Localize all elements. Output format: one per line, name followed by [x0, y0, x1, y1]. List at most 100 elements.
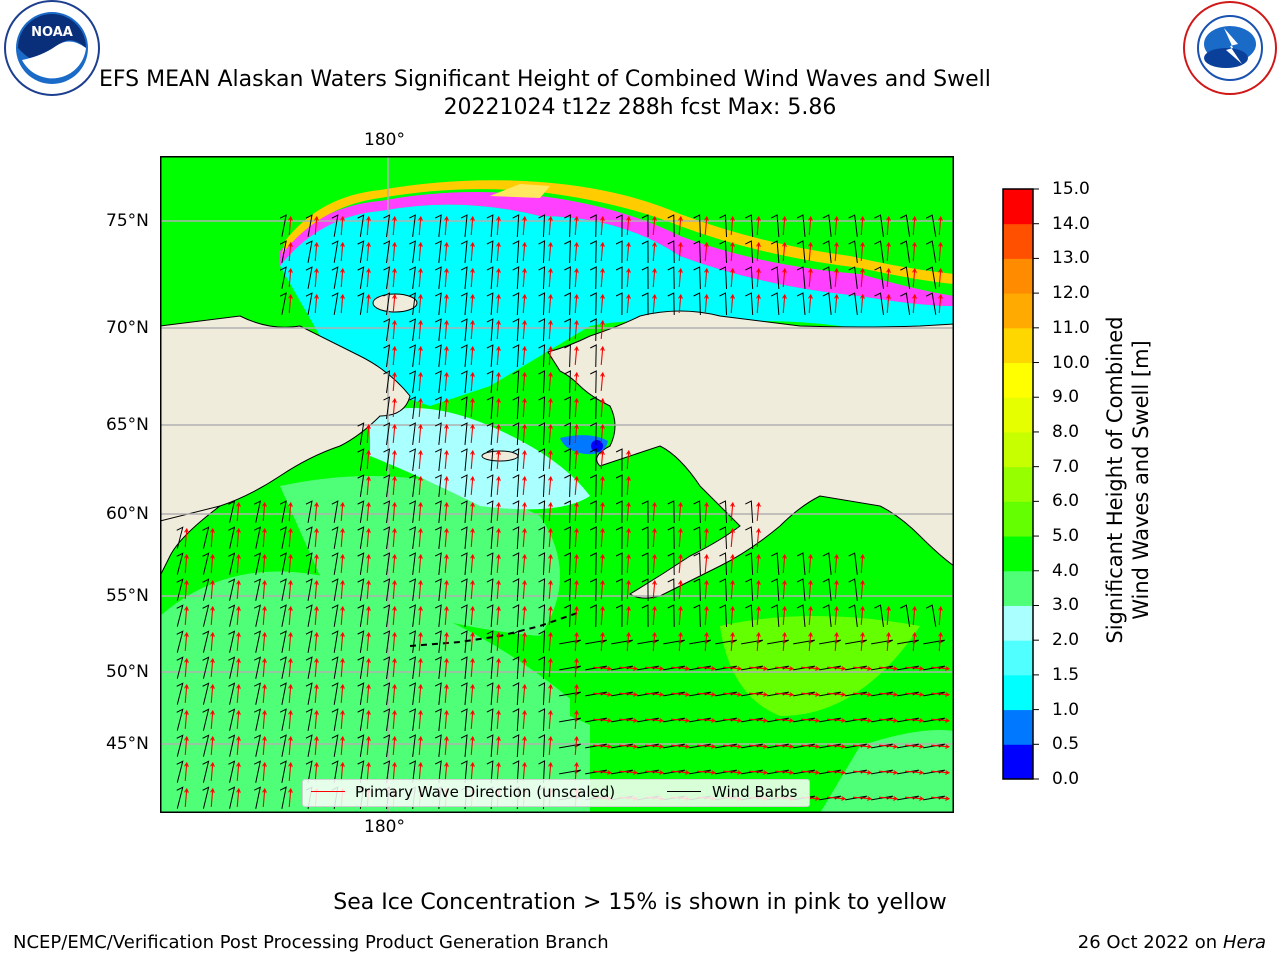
wave-direction-arrow [626, 215, 631, 236]
wave-direction-arrow [860, 605, 865, 626]
wind-barb [564, 266, 571, 290]
nws-logo [1183, 1, 1277, 95]
wind-barb [796, 552, 806, 575]
wind-barb [434, 760, 442, 783]
wave-direction-arrow [210, 527, 215, 548]
wind-barb [409, 734, 416, 757]
colorbar-tick-label: 4.0 [1052, 560, 1080, 581]
wave-direction-arrow [184, 631, 189, 652]
wind-barb [383, 266, 391, 289]
wave-direction-arrow [288, 293, 293, 314]
wave-direction-arrow [288, 267, 293, 288]
wave-direction-arrow [800, 692, 821, 697]
wave-direction-arrow [392, 527, 397, 548]
wind-barb [770, 266, 780, 290]
wind-barb [641, 552, 649, 576]
wind-barb [305, 760, 313, 783]
wave-direction-arrow [722, 692, 743, 697]
wind-barb [434, 474, 442, 497]
wind-barb [564, 240, 571, 264]
wave-direction-arrow [418, 605, 423, 626]
wind-barb [564, 552, 571, 576]
wave-direction-arrow [808, 215, 813, 236]
wave-direction-arrow [418, 423, 423, 444]
wave-direction-arrow [444, 501, 449, 522]
wind-barb [641, 604, 649, 628]
wind-barb [538, 578, 546, 602]
wave-direction-arrow [418, 397, 423, 418]
wave-direction-arrow [826, 666, 847, 671]
legend-wind-swatch [667, 791, 701, 792]
wave-direction-arrow [236, 735, 241, 756]
wind-barb [538, 396, 546, 420]
wave-direction-arrow [834, 293, 839, 314]
wind-barb [512, 526, 520, 550]
wave-direction-arrow [678, 579, 683, 600]
wave-direction-arrow [444, 579, 449, 600]
legend-wave-label: Primary Wave Direction (unscaled) [355, 783, 616, 801]
wind-barb [512, 734, 520, 758]
wave-direction-arrow [730, 527, 735, 548]
wave-direction-arrow [912, 631, 917, 652]
wave-direction-arrow [574, 735, 579, 756]
wave-direction-arrow [314, 709, 319, 730]
wave-direction-arrow [652, 605, 657, 626]
wind-barb [279, 656, 287, 679]
wave-direction-arrow [340, 553, 345, 574]
wind-barb [254, 604, 261, 627]
wind-barb [254, 656, 261, 679]
wave-direction-arrow [704, 501, 709, 522]
wave-direction-arrow [288, 683, 293, 704]
wave-direction-arrow [834, 631, 839, 652]
wave-direction-arrow [600, 631, 605, 652]
wave-direction-arrow [522, 631, 527, 652]
wave-direction-arrow [366, 761, 371, 782]
colorbar-segment [1003, 258, 1033, 294]
wave-direction-arrow [470, 579, 475, 600]
wave-direction-arrow [548, 527, 553, 548]
svg-text:NOAA: NOAA [31, 25, 73, 40]
wave-direction-arrow [904, 796, 925, 801]
wind-barb [615, 604, 623, 628]
wind-barb [228, 734, 236, 757]
wave-direction-arrow [574, 527, 579, 548]
wind-barb [357, 448, 365, 471]
wave-direction-arrow [756, 241, 761, 262]
wave-direction-arrow [236, 631, 241, 652]
wind-barb [228, 578, 236, 601]
wave-direction-arrow [262, 761, 267, 782]
wind-barb [564, 474, 571, 498]
wave-direction-arrow [860, 579, 865, 600]
wind-barb [176, 604, 184, 627]
wind-barb [745, 292, 754, 316]
wind-barb [512, 214, 520, 238]
wind-barb [538, 240, 546, 264]
wind-barb [693, 578, 701, 602]
wind-barb [460, 526, 468, 549]
wave-direction-arrow [366, 605, 371, 626]
wind-barb [667, 552, 675, 576]
wind-barb [667, 240, 675, 264]
wind-barb [590, 448, 597, 472]
wave-direction-arrow [774, 718, 795, 723]
wave-direction-arrow [592, 692, 613, 697]
vector-field [176, 214, 951, 810]
wave-direction-arrow [592, 770, 613, 775]
wave-direction-arrow [366, 553, 371, 574]
wave-direction-arrow [314, 553, 319, 574]
wind-barb [538, 344, 546, 368]
lat-label-55: 55°N [106, 586, 149, 606]
wind-barb [357, 526, 365, 549]
wave-direction-arrow [938, 267, 943, 288]
wave-direction-arrow [470, 683, 475, 704]
legend-wave-swatch [311, 791, 345, 792]
wind-barb [667, 500, 675, 524]
wave-direction-arrow [288, 657, 293, 678]
wave-direction-arrow [366, 683, 371, 704]
wind-barb [357, 604, 365, 627]
wave-direction-arrow [366, 293, 371, 314]
wave-direction-arrow [392, 735, 397, 756]
colorbar-tick-label: 14.0 [1052, 213, 1090, 234]
wave-direction-arrow [860, 267, 865, 288]
wave-direction-arrow [826, 796, 847, 801]
